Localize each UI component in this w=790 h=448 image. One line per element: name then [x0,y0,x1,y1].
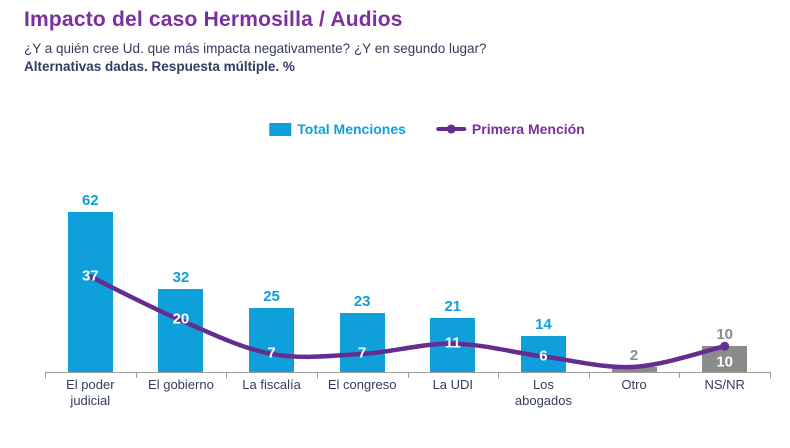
legend-item-total-menciones: Total Menciones [269,121,406,137]
x-label-la-udi: La UDI [432,377,474,392]
total-value-label-la-fiscalía: 25 [263,287,280,305]
total-value-label-el-congreso: 23 [353,292,371,310]
chart-note: Alternativas dadas. Respuesta múltiple. … [24,59,295,74]
bar-otro [611,366,657,372]
x-label-el-congreso: El congreso [327,377,397,392]
bar-el-gobierno [158,289,204,372]
axis-tick [498,372,500,378]
x-label-ns-nr: NS/NR [704,377,745,392]
axis-tick [45,372,46,378]
primera-mencion-label-ns-nr: 10 [716,353,734,371]
axis-tick [316,372,318,378]
legend-line-marker-icon [435,126,466,132]
legend-bar-swatch-icon [269,122,292,136]
chart-header: Impacto del caso Hermosilla / Audios ¿Y … [24,8,764,74]
legend-label: Total Menciones [297,121,406,137]
primera-mencion-label-la-fiscalía: 7 [267,344,276,362]
axis-tick [679,372,681,378]
axis-tick [770,372,771,378]
chart-legend: Total Menciones Primera Mención [269,121,585,137]
primera-mencion-label-el-gobierno: 20 [172,310,190,328]
primera-mencion-path [88,274,727,370]
x-label-los-abogados: Los abogados [514,377,572,409]
total-value-label-el-poder-judicial: 62 [81,192,99,210]
plot-area: 62 32 25 23 21 14 2 10 37 20 7 7 11 6 10 [45,182,771,378]
axis-tick [407,372,409,378]
total-value-label-ns-nr: 10 [716,326,734,344]
chart-question: ¿Y a quién cree Ud. que más impacta nega… [24,41,487,56]
primera-mencion-label-la-udi: 11 [444,334,461,352]
bar-el-poder-judicial [67,212,113,372]
legend-item-primera-mención: Primera Mención [435,121,585,137]
total-value-label-los-abogados: 14 [535,315,552,333]
line-end-dot-icon [720,341,730,351]
legend-label: Primera Mención [471,121,585,137]
x-label-el-gobierno: El gobierno [148,377,214,392]
x-label-la-fiscalía: La fiscalía [242,377,301,392]
x-label-otro: Otro [621,377,647,392]
primera-mencion-label-el-congreso: 7 [358,344,367,362]
x-label-el-poder-judicial: El poder judicial [66,377,115,409]
total-value-label-el-gobierno: 32 [172,269,190,287]
primera-mencion-line [88,274,730,370]
bar-el-congreso [339,312,385,372]
primera-mencion-label-los-abogados: 6 [539,347,548,365]
bar-la-fiscalía [249,307,295,372]
axis-tick [135,372,137,378]
total-value-label-otro: 2 [629,346,639,364]
primera-mencion-label-el-poder-judicial: 37 [81,267,99,285]
axis-tick [588,372,590,378]
chart-title: Impacto del caso Hermosilla / Audios [24,8,403,31]
x-axis-labels: El poder judicial El gobierno La fiscalía E… [45,377,770,417]
total-value-label-la-udi: 21 [444,297,462,315]
axis-tick [226,372,228,378]
